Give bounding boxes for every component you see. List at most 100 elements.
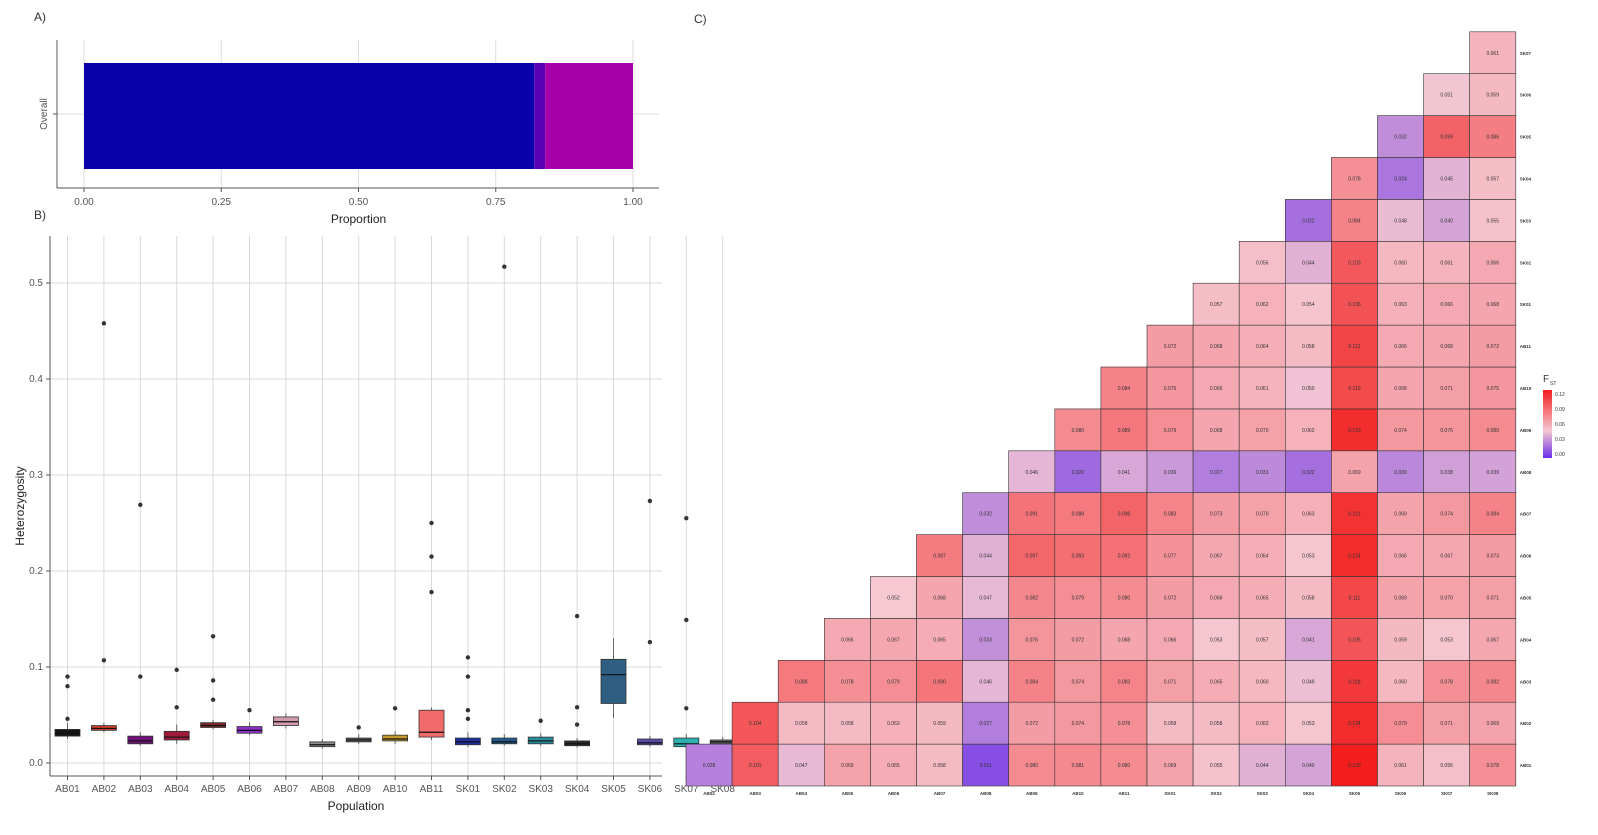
heatmap-cell — [1054, 743, 1102, 787]
heatmap-cell — [1146, 324, 1194, 368]
heatmap-cell-value: 0.044 — [1302, 260, 1315, 266]
heatmap-cell-value: 0.076 — [1440, 428, 1453, 434]
b-outlier-point — [356, 725, 361, 730]
heatmap-cell-value: 0.068 — [1486, 302, 1499, 308]
heatmap-x-tick-label: AB02 — [703, 791, 715, 796]
heatmap-cell-value: 0.059 — [1486, 93, 1499, 99]
heatmap-cell — [870, 659, 917, 703]
b-y-tick-label: 0.5 — [29, 278, 43, 289]
heatmap-cell — [1192, 701, 1240, 745]
heatmap-cell-value: 0.058 — [795, 721, 808, 727]
heatmap-cell-value: 0.071 — [1440, 721, 1453, 727]
heatmap-cell — [1238, 701, 1286, 745]
heatmap-cell-value: 0.028 — [703, 763, 716, 769]
heatmap-cell-value: 0.032 — [1394, 135, 1407, 141]
heatmap-cell — [1285, 366, 1332, 410]
heatmap-cell-value: 0.030 — [1394, 470, 1407, 476]
heatmap-cell-value: 0.074 — [1394, 428, 1407, 434]
heatmap-cell — [1146, 450, 1194, 493]
heatmap-x-tick-label: SK04 — [1303, 791, 1315, 796]
heatmap-cell-value: 0.124 — [1348, 721, 1361, 727]
b-outlier-point — [647, 498, 653, 504]
heatmap-cell — [1423, 534, 1470, 577]
heatmap-y-tick-label: AB05 — [1520, 595, 1532, 600]
b-outlier-point — [429, 554, 434, 559]
heatmap-cell — [1100, 576, 1148, 619]
heatmap-cell — [1008, 576, 1056, 619]
b-x-tick-label: AB03 — [128, 784, 153, 795]
heatmap-cell-value: 0.088 — [1072, 512, 1085, 518]
heatmap-cell-value: 0.040 — [1440, 218, 1453, 224]
heatmap-cell — [916, 576, 963, 619]
heatmap-cell-value: 0.038 — [1440, 470, 1453, 476]
b-outlier-point — [210, 634, 216, 639]
b-box — [600, 658, 627, 704]
panel-b-label: B) — [34, 208, 46, 222]
heatmap-cell-value: 0.022 — [1302, 470, 1315, 476]
heatmap-cell-value: 0.058 — [933, 763, 946, 769]
heatmap-cell — [1423, 282, 1470, 326]
heatmap-cell — [1423, 576, 1470, 619]
heatmap-cell-value: 0.059 — [933, 721, 946, 727]
heatmap-cell-value: 0.072 — [1486, 344, 1499, 350]
panel-c-label: C) — [694, 12, 707, 26]
heatmap-cell-value: 0.027 — [1210, 470, 1223, 476]
heatmap-cell-value: 0.072 — [1072, 637, 1085, 643]
heatmap-cell-value: 0.077 — [1164, 554, 1177, 560]
heatmap-x-tick-label: AB11 — [1118, 791, 1130, 796]
heatmap-cell-value: 0.068 — [933, 595, 946, 601]
heatmap-cell — [1192, 408, 1240, 452]
heatmap-cell-value: 0.072 — [1025, 721, 1038, 727]
heatmap-cell-value: 0.062 — [1256, 721, 1269, 727]
heatmap-cell — [1331, 534, 1378, 577]
heatmap-cell-value: 0.078 — [841, 679, 854, 685]
b-outlier-point — [684, 617, 689, 623]
heatmap-cell — [1100, 534, 1148, 577]
heatmap-cell-value: 0.112 — [1348, 344, 1360, 350]
heatmap-cell — [962, 701, 1009, 745]
heatmap-x-tick-label: SK01 — [1164, 791, 1176, 796]
heatmap-cell-value: 0.020 — [1072, 470, 1085, 476]
heatmap-x-tick-label: AB05 — [842, 791, 854, 796]
heatmap-cell — [1469, 31, 1517, 75]
b-x-tick-label: AB05 — [201, 784, 226, 795]
b-outlier-point — [65, 674, 70, 679]
heatmap-cell — [1008, 450, 1056, 493]
heatmap-y-tick-label: SK03 — [1520, 218, 1532, 223]
heatmap-cell — [1192, 743, 1240, 787]
panel-a-label: A) — [34, 10, 46, 24]
heatmap-cell-value: 0.039 — [1486, 470, 1499, 476]
heatmap-cell — [1377, 115, 1424, 158]
legend-tick-label: 0.12 — [1555, 392, 1565, 398]
heatmap-cell-value: 0.027 — [979, 721, 992, 727]
heatmap-cell — [1469, 324, 1517, 368]
heatmap-cell — [1008, 534, 1056, 577]
heatmap-cell-value: 0.058 — [1302, 344, 1315, 350]
heatmap-cell — [1054, 659, 1102, 703]
heatmap-cell-value: 0.105 — [1348, 637, 1361, 643]
heatmap-cell-value: 0.033 — [979, 637, 992, 643]
heatmap-cell — [870, 576, 917, 619]
heatmap-cell — [1238, 282, 1286, 326]
heatmap-cell-value: 0.084 — [1025, 679, 1038, 685]
heatmap-cell — [1146, 534, 1194, 577]
heatmap-cell-value: 0.079 — [887, 679, 900, 685]
heatmap-cell-value: 0.057 — [1256, 637, 1269, 643]
heatmap-cell — [1054, 450, 1102, 493]
heatmap-cell-value: 0.068 — [1210, 428, 1223, 434]
heatmap-cell-value: 0.069 — [1486, 721, 1499, 727]
heatmap-cell — [1423, 701, 1470, 745]
b-box — [491, 737, 518, 745]
heatmap-cell-value: 0.068 — [1394, 386, 1407, 392]
heatmap-cell — [1054, 701, 1102, 745]
b-outlier-point — [210, 697, 216, 702]
a-x-tick-label: 0.50 — [349, 197, 369, 208]
b-y-tick-label: 0.3 — [29, 470, 43, 481]
heatmap-cell-value: 0.057 — [1486, 176, 1499, 182]
b-outlier-point — [138, 502, 143, 507]
heatmap-cell-value: 0.073 — [1210, 512, 1223, 518]
heatmap-x-tick-label: SK08 — [1487, 791, 1499, 796]
b-x-tick-label: AB06 — [237, 784, 262, 795]
heatmap-cell — [777, 701, 825, 745]
heatmap-y-tick-label: AB03 — [1520, 679, 1532, 684]
